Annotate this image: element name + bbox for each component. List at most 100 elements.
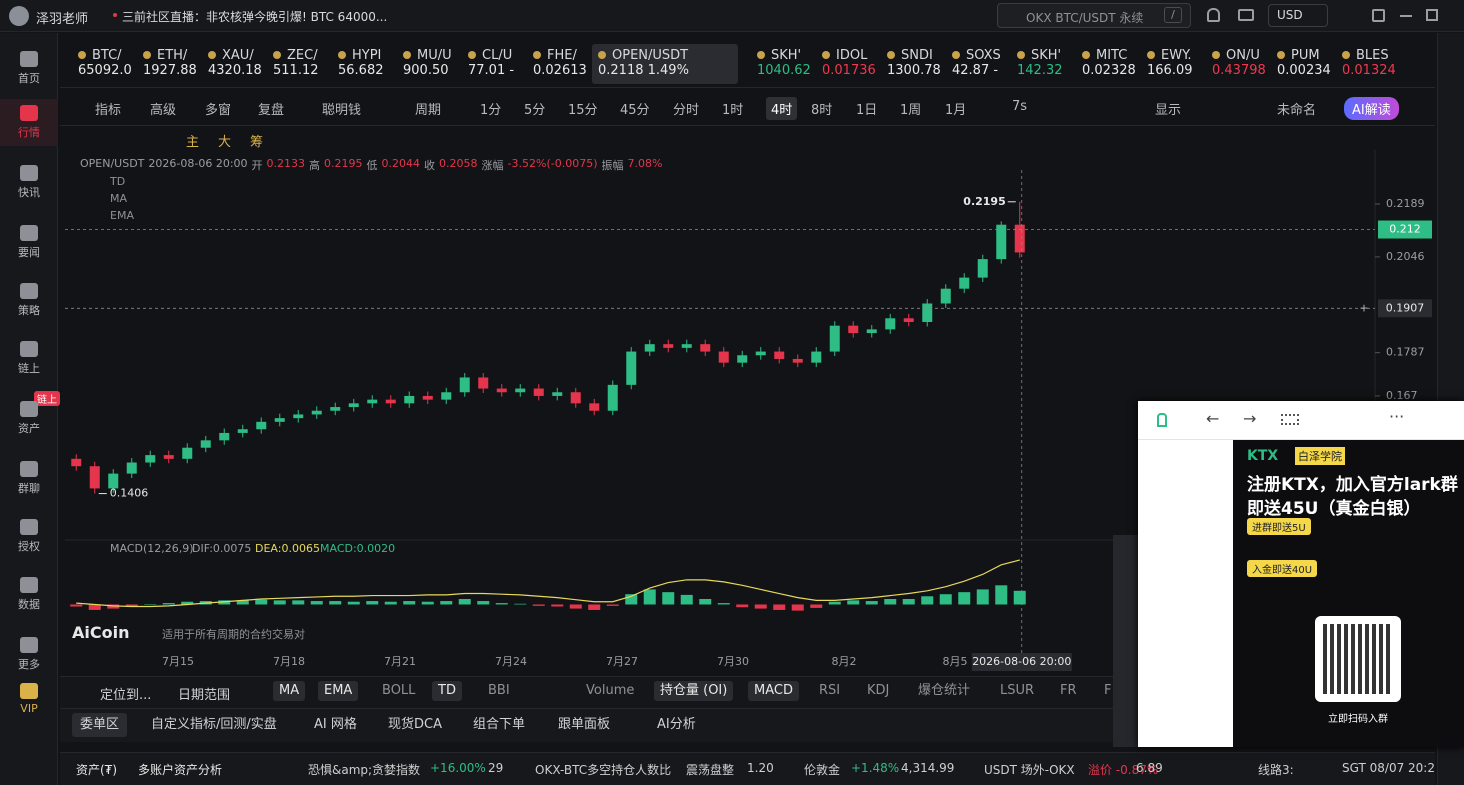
sidebar-item[interactable]: 更多 — [0, 637, 58, 672]
panel-tab[interactable]: AI 网格 — [314, 717, 357, 732]
toolbar-tool[interactable]: 复盘 — [258, 103, 285, 118]
sidebar-item[interactable]: 资产 — [0, 401, 58, 436]
draw-tool[interactable]: 筹 — [250, 135, 264, 150]
toolbar-tool[interactable]: 聪明钱 — [322, 103, 362, 118]
ticker[interactable]: HYPI 56.682 — [332, 44, 397, 84]
period-button[interactable]: 5分 — [524, 103, 546, 118]
status-item[interactable]: 溢价 -0.87% — [1088, 763, 1159, 777]
toolbar-tool[interactable]: 高级 — [150, 103, 177, 118]
period-button[interactable]: 45分 — [620, 103, 650, 118]
panel-tab[interactable]: 组合下单 — [473, 717, 526, 732]
panel-tab[interactable]: 自定义指标/回测/实盘 — [151, 717, 277, 732]
indicator-toggle[interactable]: MA — [273, 681, 306, 701]
sidebar-item[interactable]: 行情 — [0, 99, 58, 146]
display-button[interactable]: 显示 — [1155, 103, 1182, 118]
status-item[interactable]: 线路3: — [1258, 763, 1294, 777]
ticker[interactable]: SNDI 1300.78 — [881, 44, 946, 84]
status-item[interactable]: 资产(₮) — [76, 763, 117, 777]
ticker[interactable]: FHE/0.02613 — [527, 44, 592, 84]
status-item[interactable]: 震荡盘整 — [686, 763, 735, 777]
panel-tab[interactable]: 现货DCA — [388, 717, 442, 732]
period-button[interactable]: 分时 — [673, 103, 700, 118]
period-button[interactable]: 4时 — [766, 97, 798, 120]
indicator-toggle[interactable]: BOLL — [382, 683, 416, 698]
toolbar-tool[interactable]: 指标 — [95, 103, 122, 118]
status-item[interactable]: 多账户资产分析 — [138, 763, 223, 777]
sidebar-item[interactable]: 要闻 — [0, 225, 58, 260]
avatar[interactable] — [9, 6, 29, 26]
indicator-toggle[interactable]: LSUR — [1000, 683, 1035, 698]
ticker[interactable]: ON/U 0.43798 — [1206, 44, 1271, 84]
status-item[interactable]: SGT 08/07 20:20:47 — [1342, 761, 1435, 775]
grid-btn[interactable] — [1281, 414, 1299, 425]
mail-icon[interactable] — [1238, 9, 1254, 21]
search-box[interactable]: OKX BTC/USDT 永续 / — [997, 3, 1191, 28]
status-item[interactable]: 6.89 — [1136, 761, 1163, 775]
ticker[interactable]: MU/U 900.50 — [397, 44, 462, 84]
ticker[interactable]: OPEN/USDT 0.2118 1.49% — [592, 44, 738, 84]
toolbar-tool[interactable]: 多窗 — [205, 103, 232, 118]
status-item[interactable]: 4,314.99 — [901, 761, 955, 775]
ticker[interactable]: EWY. 166.09 — [1141, 44, 1206, 84]
maximize[interactable] — [1426, 9, 1438, 21]
ticker[interactable]: CL/U 77.01 - — [462, 44, 527, 84]
indicator-toggle[interactable]: 持仓量 (OI) — [654, 681, 734, 701]
period-button[interactable]: 1月 — [945, 103, 967, 118]
currency-select[interactable]: USD — [1268, 4, 1328, 27]
period-button[interactable]: 8时 — [811, 103, 833, 118]
indicator-toggle[interactable]: TD — [432, 681, 462, 701]
panel-tab[interactable]: AI分析 — [657, 717, 696, 732]
layout-button[interactable]: 未命名 — [1277, 103, 1317, 118]
bell-icon[interactable] — [1207, 8, 1220, 22]
status-item[interactable]: 29 — [488, 761, 504, 775]
status-item[interactable]: 恐惧&amp;贪婪指数 — [308, 763, 421, 777]
sidebar-item[interactable]: 授权 — [0, 519, 58, 554]
ticker[interactable]: XAU/4320.18 — [202, 44, 267, 84]
indicator-toggle[interactable]: KDJ — [867, 683, 890, 698]
user-name[interactable]: 泽羽老师 — [36, 12, 89, 27]
indicator-toggle[interactable]: EMA — [318, 681, 359, 701]
back-btn[interactable]: ← — [1206, 409, 1220, 428]
ticker[interactable]: SKH' 142.32 — [1011, 44, 1076, 84]
indicator-toggle[interactable]: Volume — [586, 683, 635, 698]
sidebar-item[interactable]: 快讯 — [0, 165, 58, 200]
sidebar-item[interactable]: 策略 — [0, 283, 58, 318]
ticker[interactable]: BLES 0.01324 — [1336, 44, 1401, 84]
panel-tab[interactable]: 跟单面板 — [558, 717, 611, 732]
indicator-toggle[interactable]: FR — [1060, 683, 1077, 698]
ticker[interactable]: MITC 0.02328 — [1076, 44, 1141, 84]
refresh-button[interactable]: 7s — [1012, 99, 1028, 114]
news-ticker[interactable]: 三前社区直播：非农核弹今晚引爆! BTC 64000... — [122, 10, 388, 24]
sidebar-item[interactable]: 数据 — [0, 577, 58, 612]
indicator-toggle[interactable]: BBI — [488, 683, 510, 698]
period-button[interactable]: 1周 — [900, 103, 922, 118]
more-btn[interactable]: ··· — [1389, 407, 1405, 426]
overlay-legend[interactable]: MA — [110, 192, 128, 205]
period-label[interactable]: 周期 — [415, 103, 442, 118]
period-button[interactable]: 1时 — [722, 103, 744, 118]
ticker[interactable]: BTC/65092.0 — [72, 44, 137, 84]
draw-tool[interactable]: 大 — [218, 135, 232, 150]
period-button[interactable]: 15分 — [568, 103, 598, 118]
indicator-toggle[interactable]: F — [1104, 683, 1112, 698]
ticker[interactable]: SKH' 1040.62 — [751, 44, 816, 84]
status-item[interactable]: OKX-BTC多空持仓人数比 — [535, 763, 672, 777]
indicator-toggle[interactable]: MACD — [748, 681, 799, 701]
ai-button[interactable]: AI解读 — [1344, 97, 1399, 120]
ticker[interactable]: PUM 0.00234 — [1271, 44, 1336, 84]
forward-btn[interactable]: → — [1243, 409, 1257, 428]
date-range-button[interactable]: 日期范围 — [178, 688, 231, 703]
status-item[interactable]: +16.00% — [430, 761, 486, 775]
ticker[interactable]: SOXS 42.87 - — [946, 44, 1011, 84]
minimize[interactable] — [1400, 15, 1412, 17]
sidebar-item[interactable]: 首页 — [0, 51, 58, 86]
ticker[interactable]: ZEC/511.12 — [267, 44, 332, 84]
window-icon[interactable] — [1372, 9, 1385, 22]
period-button[interactable]: 1分 — [480, 103, 502, 118]
status-item[interactable]: +1.48% — [851, 761, 900, 775]
sidebar-item[interactable]: 链上 — [0, 341, 58, 376]
draw-tool[interactable]: 主 — [186, 135, 200, 150]
indicator-toggle[interactable]: RSI — [819, 683, 841, 698]
status-item[interactable]: 1.20 — [747, 761, 774, 775]
ticker[interactable]: ETH/1927.88 — [137, 44, 202, 84]
